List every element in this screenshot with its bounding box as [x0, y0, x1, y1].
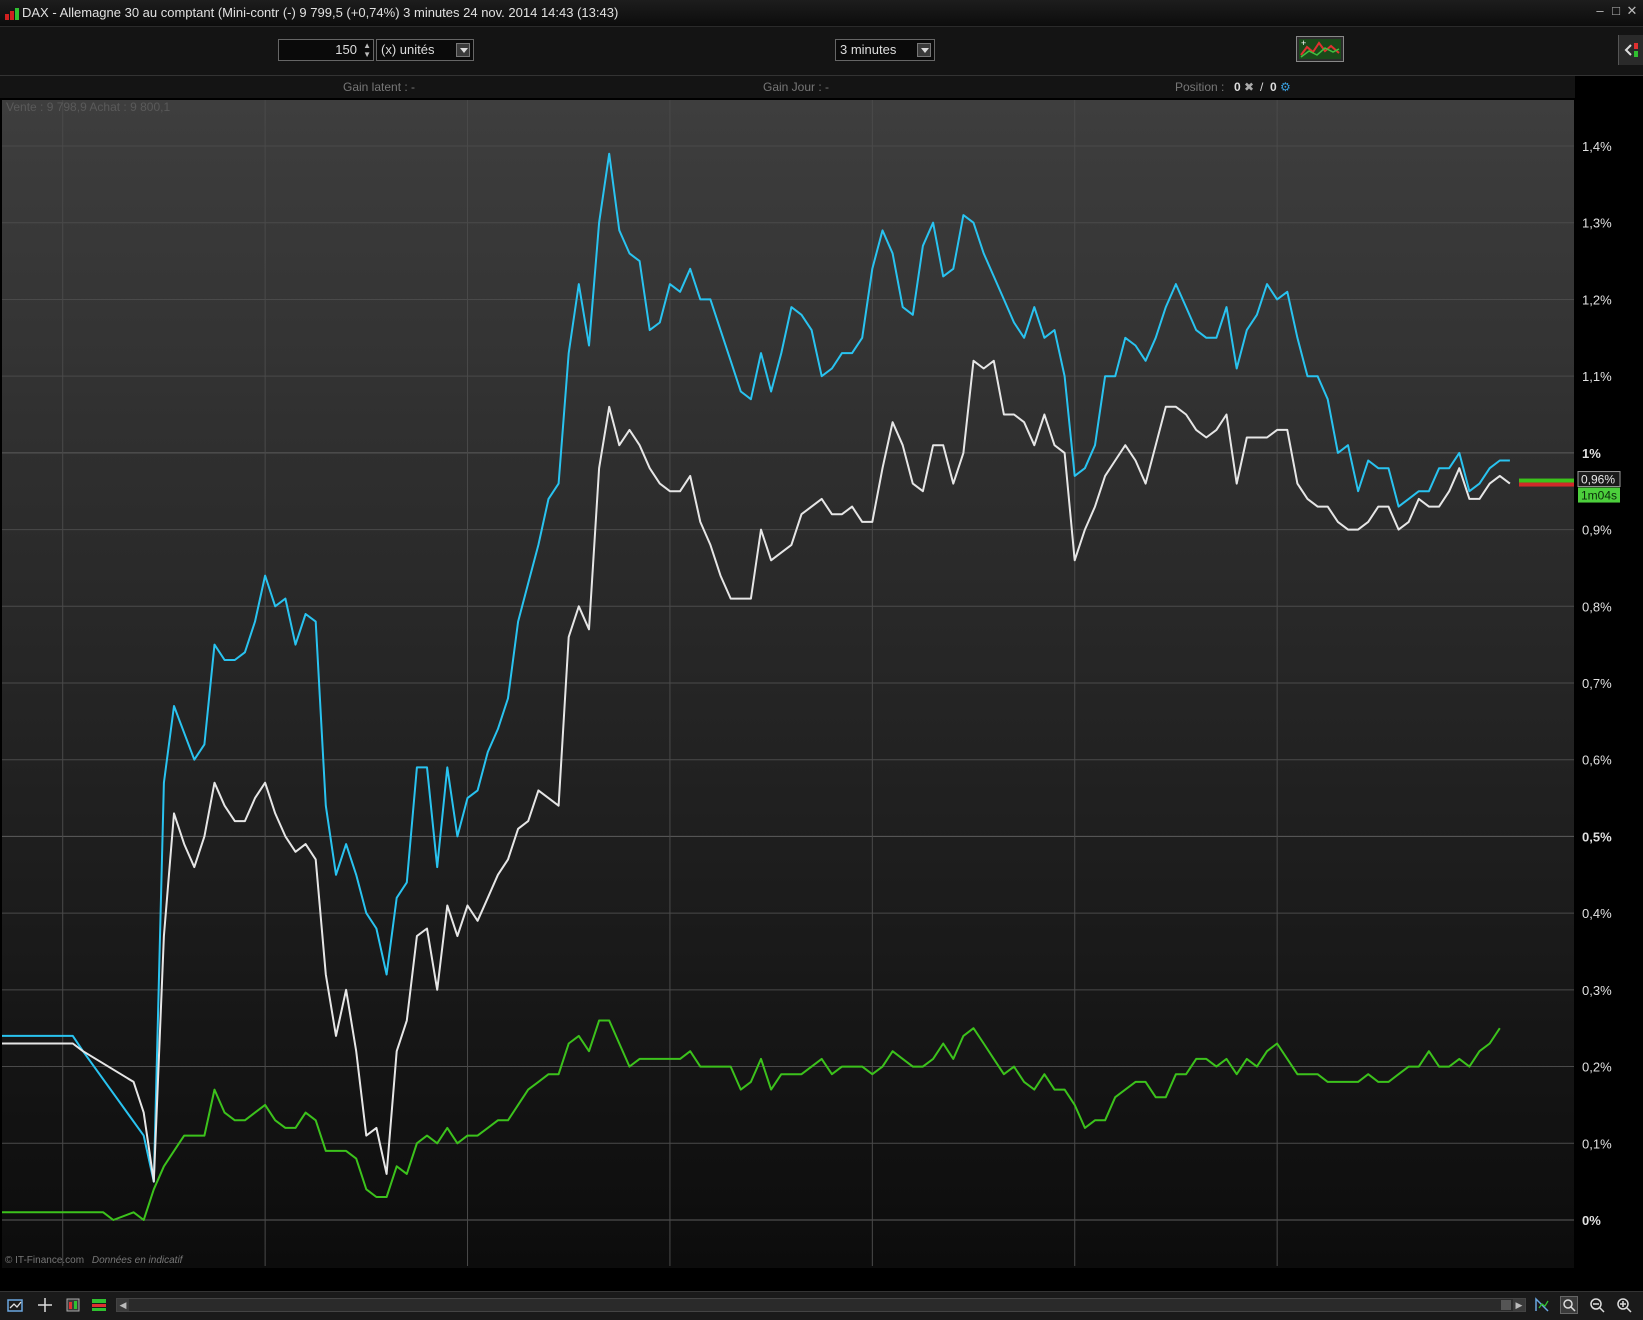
series-white-line — [2, 359, 1511, 1183]
minimize-icon[interactable]: – — [1596, 3, 1604, 18]
copyright-text: © IT-Finance.com Données en indicatif — [5, 1255, 184, 1266]
app-logo-icon — [5, 8, 19, 20]
close-icon[interactable]: ✕ — [1626, 3, 1638, 18]
svg-text:+: + — [1301, 38, 1306, 48]
unit-select-value: (x) unités — [381, 42, 435, 57]
y-tick-label: 0,6% — [1582, 753, 1612, 768]
mini-chart-icon: + — [1299, 38, 1341, 59]
position-value-a: 0 — [1234, 80, 1241, 94]
series-layer — [2, 152, 1511, 1221]
timeframe-select-value: 3 minutes — [840, 42, 897, 57]
countdown-label: 1m04s — [1581, 489, 1617, 503]
zoom-in-icon[interactable] — [1615, 1296, 1633, 1314]
copyright-label: © IT-Finance.com — [5, 1255, 84, 1266]
y-tick-label: 1,1% — [1582, 369, 1612, 384]
y-tick-label: 0,1% — [1582, 1136, 1612, 1151]
current-value-box — [1577, 471, 1621, 488]
bid-ask-readout: Vente : 9 798,9 Achat : 9 800,1 — [6, 100, 170, 114]
last-value-marker: 0,96% 1m04s — [1519, 471, 1621, 503]
plot-background — [2, 100, 1574, 1268]
y-tick-label: 1,2% — [1582, 292, 1612, 307]
gain-latent: Gain latent : - — [343, 80, 416, 94]
quantity-input[interactable]: 150 ▲ ▼ — [278, 39, 374, 61]
y-tick-label: 1% — [1582, 446, 1601, 461]
chevron-left-icon — [1624, 43, 1638, 57]
y-tick-label: 0,3% — [1582, 983, 1612, 998]
quantity-stepper-icon[interactable]: ▲ ▼ — [363, 41, 371, 59]
scroll-left-icon[interactable]: ◀ — [117, 1299, 129, 1311]
y-axis: 0% 0,1% 0,2% 0,3% 0,4% 0,5% 0,6% 0,7% 0,8% 0,9% 1%… — [1582, 139, 1612, 1228]
unit-select[interactable]: (x) unités — [376, 39, 474, 61]
close-position-icon[interactable]: ✖ — [1244, 80, 1255, 94]
auto-scale-icon[interactable] — [1533, 1296, 1551, 1314]
scroll-right-icon[interactable]: ▶ — [1513, 1299, 1525, 1311]
chart-settings-icon[interactable] — [6, 1296, 24, 1314]
price-chart[interactable]: 0% 0,1% 0,2% 0,3% 0,4% 0,5% 0,6% 0,7% 0,8% 0,9% 1%… — [0, 98, 1643, 1268]
grid — [2, 100, 1574, 1266]
timeframe-select[interactable]: 3 minutes — [835, 39, 935, 61]
ask-marker — [1519, 478, 1574, 483]
y-tick-label: 1,4% — [1582, 139, 1612, 154]
bottom-toolbar: ◀ ▶ — [0, 1291, 1643, 1320]
orders-icon[interactable] — [90, 1296, 108, 1314]
y-tick-label: 0,2% — [1582, 1060, 1612, 1075]
position-info-bar: Gain latent : - Gain Jour : - Position :… — [0, 76, 1575, 98]
bid-marker — [1519, 482, 1574, 487]
disclaimer-label: Données en indicatif — [92, 1255, 184, 1266]
y-axis-panel — [1574, 98, 1643, 1268]
chevron-down-icon[interactable] — [917, 43, 931, 57]
zoom-out-icon[interactable] — [1588, 1296, 1606, 1314]
y-tick-label: 0,8% — [1582, 599, 1612, 614]
position-label: Position : — [1175, 80, 1225, 94]
gear-icon[interactable]: ⚙ — [1280, 80, 1291, 94]
current-value-label: 0,96% — [1581, 473, 1615, 487]
y-tick-label: 0,4% — [1582, 906, 1612, 921]
side-panel-toggle-button[interactable] — [1618, 35, 1643, 65]
position-separator: / — [1260, 80, 1264, 94]
position-value-b: 0 — [1270, 80, 1277, 94]
y-tick-label: 0,7% — [1582, 676, 1612, 691]
chevron-down-icon[interactable] — [456, 43, 470, 57]
zoom-select-icon[interactable] — [1560, 1296, 1578, 1314]
series-green-line — [2, 1019, 1501, 1221]
window-title: DAX - Allemagne 30 au comptant (Mini-con… — [22, 5, 619, 20]
crosshair-icon[interactable] — [36, 1296, 54, 1314]
title-bar: DAX - Allemagne 30 au comptant (Mini-con… — [0, 0, 1643, 27]
countdown-box — [1578, 487, 1620, 503]
chart-area[interactable]: 0% 0,1% 0,2% 0,3% 0,4% 0,5% 0,6% 0,7% 0,8% 0,9% 1%… — [0, 98, 1643, 1268]
y-tick-label: 1,3% — [1582, 216, 1612, 231]
gain-jour: Gain Jour : - — [763, 80, 830, 94]
series-blue-line — [2, 152, 1510, 1183]
quantity-value: 150 — [335, 42, 357, 57]
order-toolbar: 150 ▲ ▼ (x) unités 3 minutes + — [0, 27, 1643, 76]
y-tick-label: 0,5% — [1582, 829, 1612, 844]
chart-toggle-button[interactable]: + — [1296, 36, 1344, 62]
horizontal-scrollbar[interactable]: ◀ ▶ — [116, 1298, 1526, 1312]
y-tick-label: 0% — [1582, 1213, 1601, 1228]
scroll-thumb[interactable] — [1501, 1300, 1511, 1310]
y-tick-label: 0,9% — [1582, 523, 1612, 538]
maximize-icon[interactable]: □ — [1612, 3, 1620, 18]
indicator-icon[interactable] — [64, 1296, 82, 1314]
